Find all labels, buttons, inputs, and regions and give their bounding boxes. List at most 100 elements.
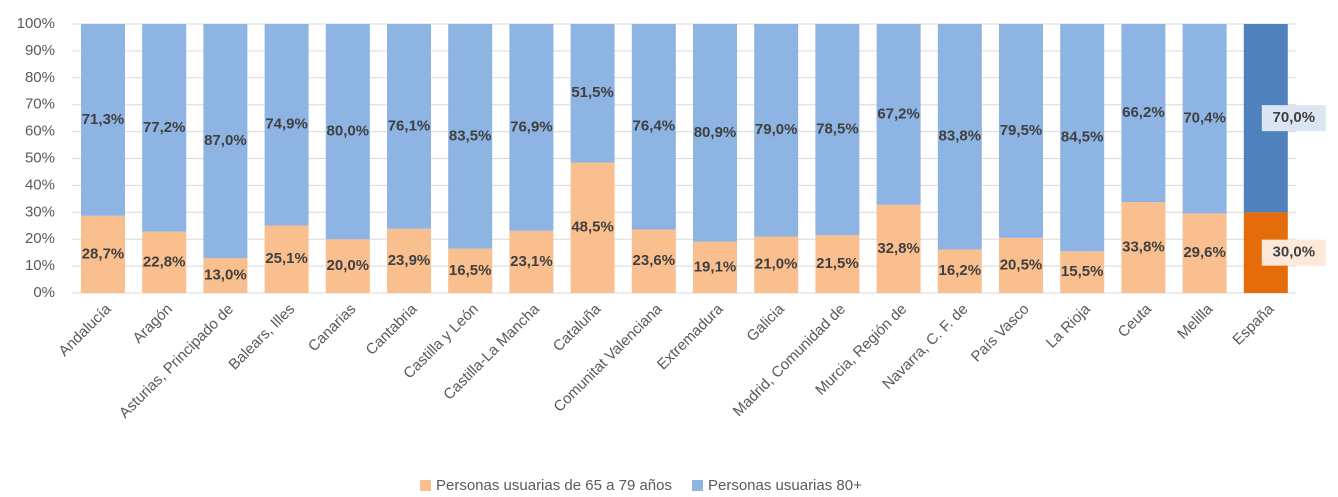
data-label: 71,3% — [82, 111, 125, 128]
x-tick-label: Andalucía — [55, 300, 115, 360]
data-label: 83,8% — [939, 128, 982, 145]
data-label: 79,5% — [1000, 122, 1043, 139]
bar-segment — [876, 204, 921, 293]
data-label: 83,5% — [449, 127, 492, 144]
bar-segment — [509, 24, 554, 231]
data-label: 32,8% — [877, 240, 920, 257]
data-label: 21,5% — [816, 255, 859, 272]
x-tick-label: Aragón — [130, 301, 176, 347]
x-tick-label: Comunitat Valenciana — [550, 300, 665, 415]
x-tick-label: Asturias, Principado de — [116, 301, 237, 422]
bar-segment — [815, 24, 860, 236]
data-label: 20,5% — [1000, 256, 1043, 273]
data-label: 16,5% — [449, 262, 492, 279]
legend-label: Personas usuarias de 65 a 79 años — [436, 477, 672, 494]
data-label: 20,0% — [327, 257, 370, 274]
bar-segment — [999, 24, 1043, 238]
bar-segment — [203, 24, 248, 259]
x-tick-label: Canarias — [305, 301, 359, 355]
x-tick-label: País Vasco — [968, 301, 1033, 366]
bar-segment — [815, 235, 860, 293]
data-label: 23,1% — [510, 253, 553, 270]
data-label-box — [1261, 105, 1326, 132]
data-label: 84,5% — [1061, 129, 1104, 146]
legend-swatch — [692, 480, 703, 491]
y-tick-label: 40% — [25, 176, 55, 193]
bar-segment — [1121, 24, 1166, 203]
data-label: 48,5% — [571, 219, 614, 236]
data-label: 29,6% — [1183, 244, 1226, 261]
y-tick-label: 20% — [25, 230, 55, 247]
bar-segment — [570, 162, 615, 293]
bar-segment — [81, 24, 125, 216]
y-tick-label: 60% — [25, 123, 55, 140]
x-tick-label: Extremadura — [654, 300, 727, 373]
data-label: 51,5% — [571, 84, 614, 101]
bar-segment — [509, 230, 554, 293]
y-tick-label: 50% — [25, 149, 55, 166]
y-tick-label: 0% — [33, 284, 55, 301]
data-label: 76,4% — [633, 118, 676, 135]
bar-segment — [325, 24, 370, 240]
data-label: 30,0% — [1273, 244, 1316, 261]
bar-segment — [387, 228, 431, 293]
bar-segment — [631, 24, 676, 230]
y-tick-label: 10% — [25, 257, 55, 274]
data-label: 23,9% — [388, 252, 431, 269]
bar-segment — [1060, 24, 1105, 252]
data-label: 79,0% — [755, 121, 798, 138]
bar-segment — [570, 24, 615, 163]
bar-segment — [876, 24, 921, 205]
data-label: 13,0% — [204, 266, 247, 283]
x-tick-label: Ceuta — [1115, 300, 1156, 341]
data-label: 76,9% — [510, 118, 553, 135]
data-label: 22,8% — [143, 253, 186, 270]
x-tick-label: España — [1229, 300, 1277, 348]
bar-segment — [754, 24, 799, 237]
data-label: 80,0% — [327, 123, 370, 140]
bar-segment — [693, 24, 737, 242]
data-label: 80,9% — [694, 124, 737, 141]
y-tick-label: 30% — [25, 203, 55, 220]
bar-segment — [1060, 251, 1105, 293]
x-tick-label: Galicia — [743, 300, 788, 345]
bar-segment — [264, 24, 309, 226]
bar-segment — [387, 24, 431, 229]
data-label: 25,1% — [265, 250, 308, 267]
data-label: 21,0% — [755, 256, 798, 273]
data-label: 76,1% — [388, 117, 431, 134]
bar-segment — [631, 229, 676, 293]
data-label: 67,2% — [877, 105, 920, 122]
data-label: 33,8% — [1122, 239, 1165, 256]
x-tick-label: La Rioja — [1043, 300, 1094, 351]
data-label: 70,4% — [1183, 110, 1226, 127]
legend-label: Personas usuarias 80+ — [708, 477, 862, 494]
y-tick-label: 100% — [17, 15, 55, 32]
data-label: 23,6% — [633, 252, 676, 269]
x-tick-label: Melilla — [1174, 300, 1217, 343]
bar-segment — [142, 231, 187, 293]
y-tick-label: 80% — [25, 69, 55, 86]
bar-segment — [448, 248, 493, 293]
x-tick-label: Cantabria — [363, 300, 421, 358]
bar-segment — [999, 237, 1043, 293]
x-tick-label: Madrid, Comunidad de — [730, 301, 849, 420]
data-label: 15,5% — [1061, 263, 1104, 280]
bar-segment — [81, 215, 125, 293]
bar-segment — [203, 258, 248, 293]
bar-segment — [264, 225, 309, 293]
bar-segment — [1182, 213, 1227, 293]
bar-segment — [693, 241, 737, 293]
bar-segment — [1182, 24, 1227, 214]
bar-segment — [937, 24, 982, 250]
bar-segment — [754, 236, 799, 293]
y-tick-label: 90% — [25, 42, 55, 59]
data-label: 19,1% — [694, 258, 737, 275]
data-label: 77,2% — [143, 119, 186, 136]
bar-segment — [937, 249, 982, 293]
x-tick-label: Balears, Illes — [225, 301, 298, 374]
bar-segment — [325, 239, 370, 293]
data-label: 16,2% — [939, 262, 982, 279]
data-label: 70,0% — [1273, 109, 1316, 126]
